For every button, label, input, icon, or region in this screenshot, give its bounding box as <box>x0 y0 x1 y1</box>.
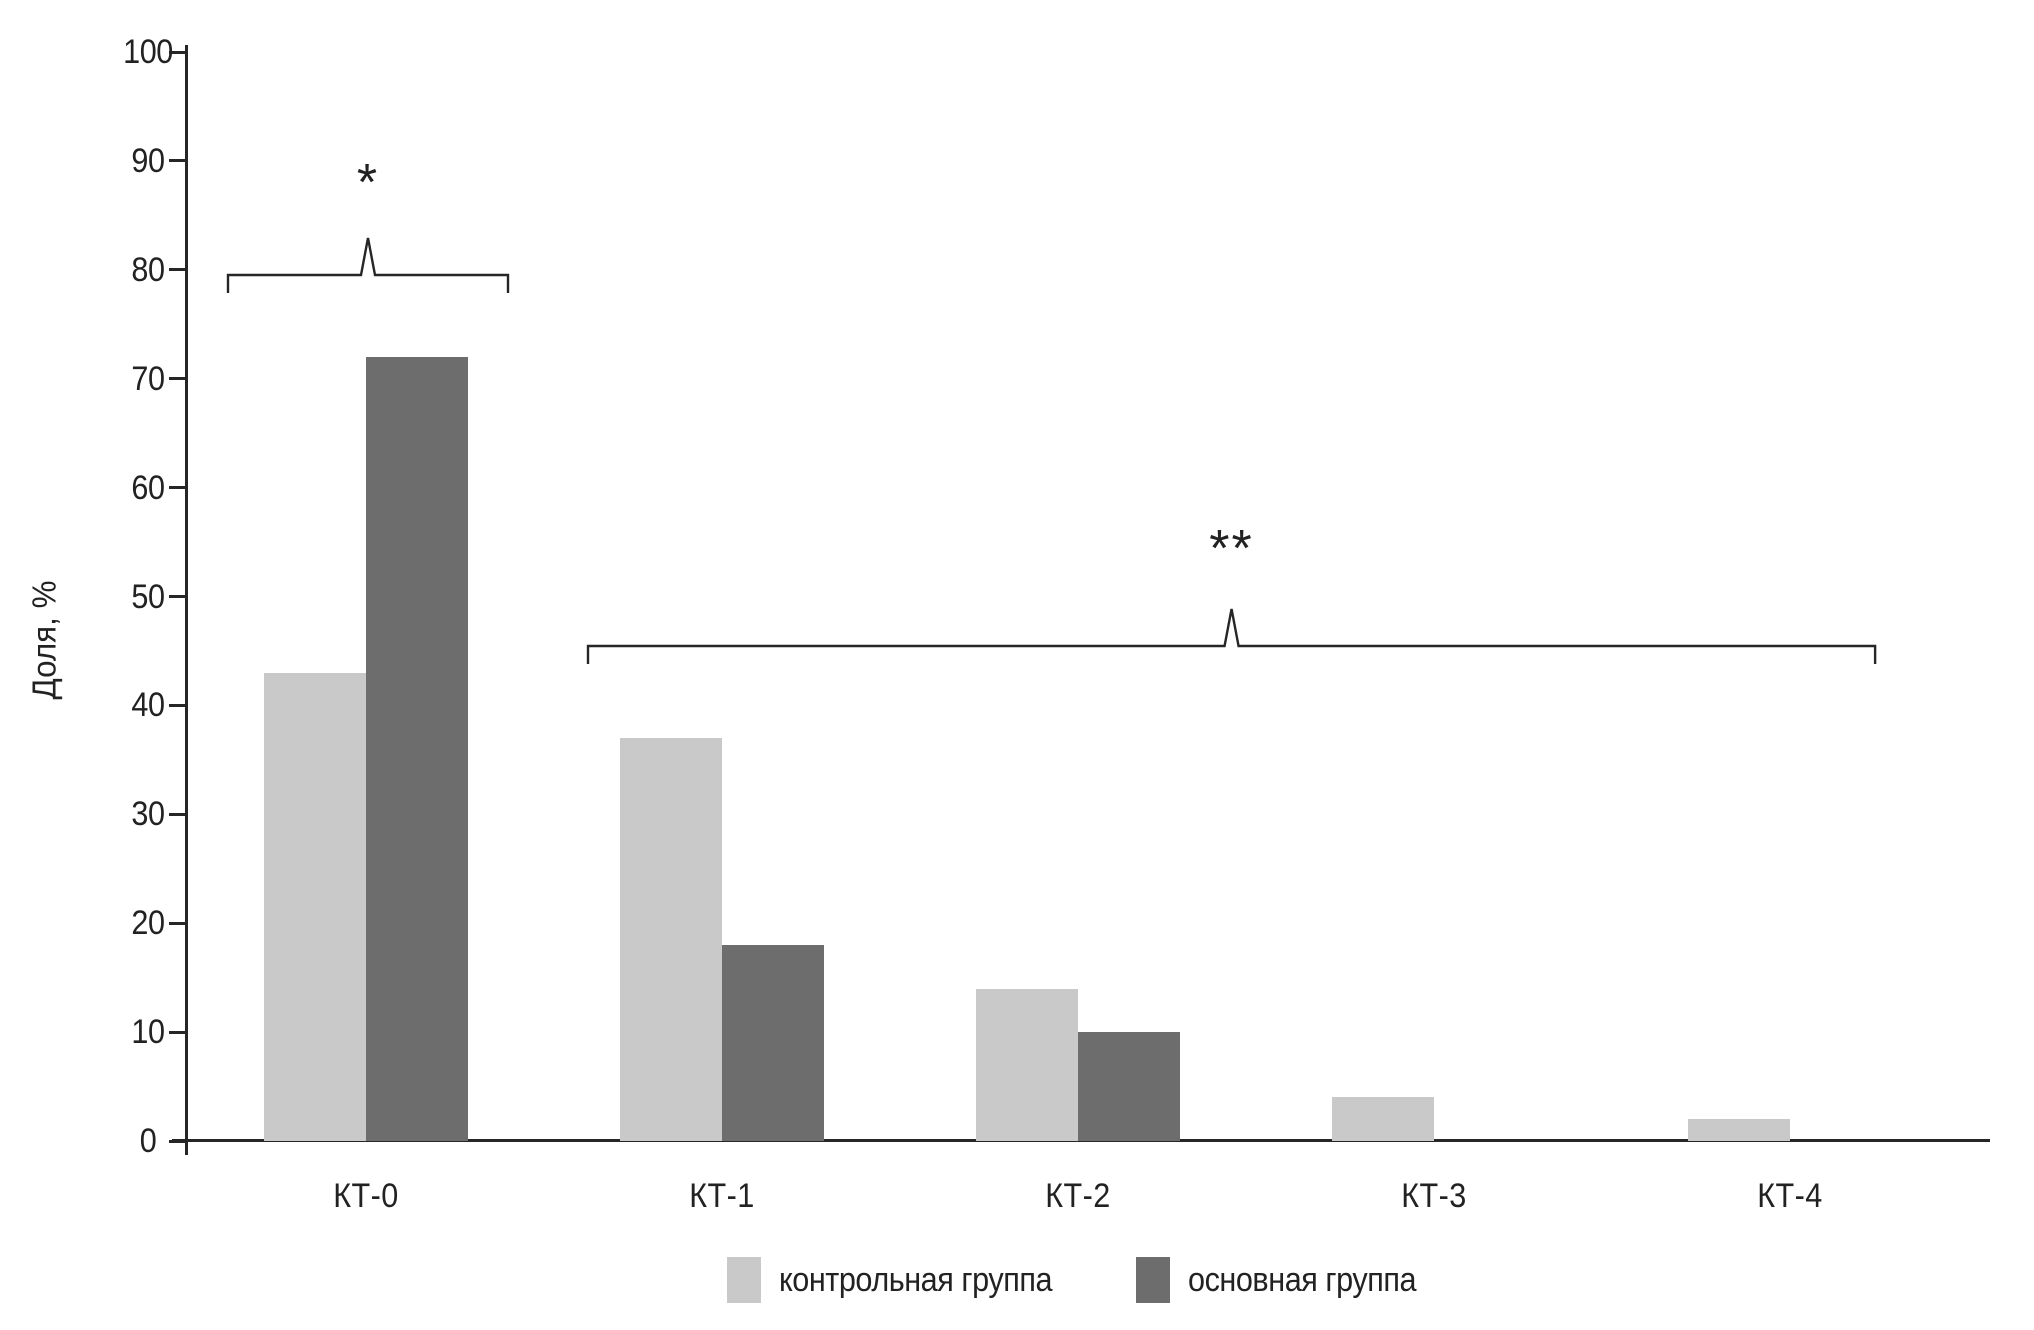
x-category-label-КТ-0: КТ-0 <box>333 1177 399 1215</box>
y-tick-label: 10 <box>131 1013 165 1052</box>
plot-area <box>188 52 1968 1141</box>
y-tick-mark <box>169 377 186 381</box>
y-axis-line <box>185 45 188 1155</box>
y-tick-label: 70 <box>131 359 165 398</box>
x-category-label-КТ-1: КТ-1 <box>689 1177 755 1215</box>
bar-main-group-КТ-0 <box>366 357 468 1141</box>
significance-bracket <box>586 608 1877 664</box>
bar-main-group-КТ-1 <box>722 945 824 1141</box>
y-tick-label: 50 <box>131 577 165 616</box>
y-tick-mark <box>169 50 186 54</box>
y-tick-mark <box>169 486 186 490</box>
y-tick-label: 20 <box>131 904 165 943</box>
bar-control-group-КТ-1 <box>620 738 722 1141</box>
bar-control-group-КТ-3 <box>1332 1097 1434 1141</box>
legend-label-main-group: основная группа <box>1188 1261 1417 1299</box>
x-category-label-КТ-4: КТ-4 <box>1757 1177 1823 1215</box>
y-tick-mark <box>169 812 186 816</box>
bar-control-group-КТ-4 <box>1688 1119 1790 1141</box>
y-tick-label: 60 <box>131 468 165 507</box>
legend-label-control-group: контрольная группа <box>779 1261 1053 1299</box>
y-tick-label: 30 <box>131 795 165 834</box>
y-tick-label: 80 <box>131 250 165 289</box>
bar-main-group-КТ-2 <box>1078 1032 1180 1141</box>
y-tick-label: 90 <box>131 141 165 180</box>
y-axis-title: Доля, % <box>25 580 63 700</box>
y-tick-mark <box>169 1139 186 1143</box>
y-tick-mark <box>169 268 186 272</box>
significance-label: * <box>356 153 380 212</box>
legend-swatch-main-group <box>1136 1257 1170 1303</box>
y-tick-label: 100 <box>123 33 173 71</box>
y-tick-mark <box>169 921 186 925</box>
bar-control-group-КТ-0 <box>264 673 366 1141</box>
legend-swatch-control-group <box>727 1257 761 1303</box>
x-category-label-КТ-3: КТ-3 <box>1401 1177 1467 1215</box>
significance-label: ** <box>1209 519 1254 578</box>
bar-control-group-КТ-2 <box>976 989 1078 1141</box>
y-tick-mark <box>169 703 186 707</box>
y-tick-label: 40 <box>131 686 165 725</box>
x-category-label-КТ-2: КТ-2 <box>1045 1177 1111 1215</box>
y-tick-mark <box>169 595 186 598</box>
significance-bracket <box>226 238 510 294</box>
y-tick-label: 0 <box>139 1122 157 1160</box>
y-tick-mark <box>169 159 186 163</box>
y-tick-mark <box>169 1030 186 1034</box>
